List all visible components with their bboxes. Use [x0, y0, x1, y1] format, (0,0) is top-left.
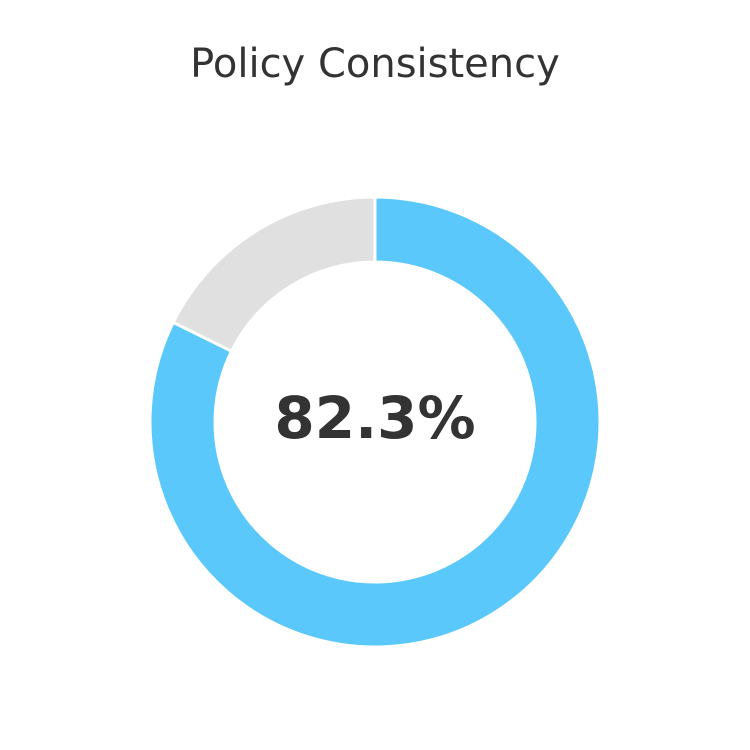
- donut-slice-0: [148, 195, 602, 649]
- center-value-label: 82.3%: [274, 384, 475, 452]
- donut-slice-1: [171, 195, 377, 354]
- chart-title: Policy Consistency: [190, 41, 560, 87]
- donut-slices: [148, 195, 602, 649]
